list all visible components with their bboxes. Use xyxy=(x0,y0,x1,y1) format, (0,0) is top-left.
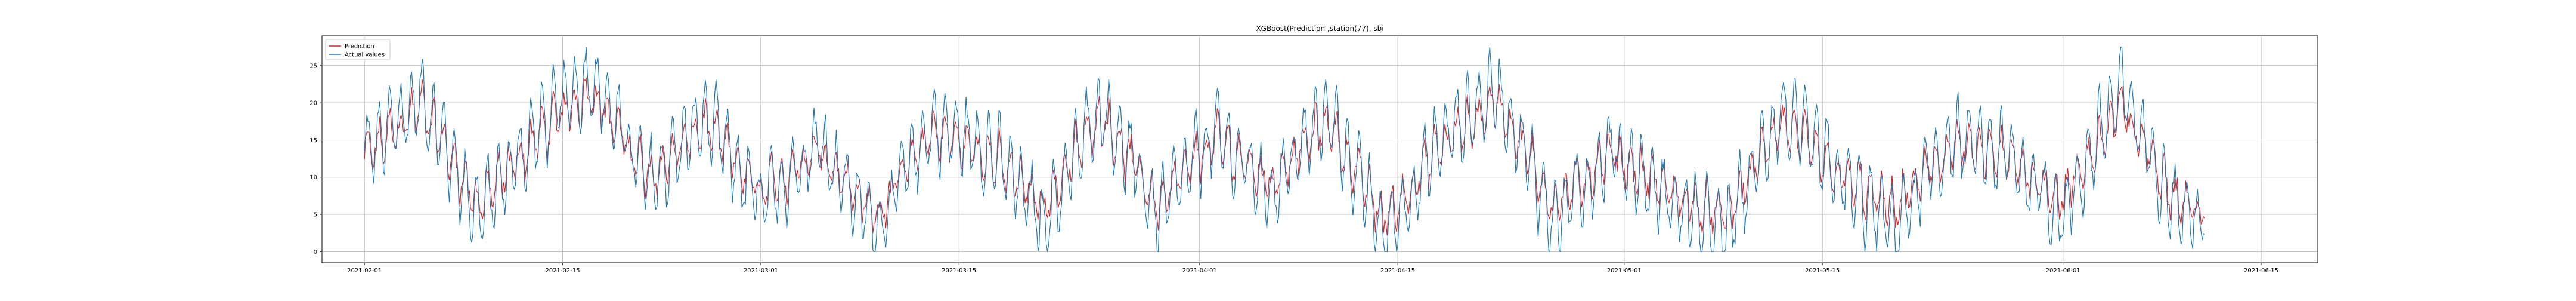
x-axis: 2021-02-01 2021-02-15 2021-03-01 2021-03-15… xyxy=(347,263,2278,274)
x-tick-label: 2021-03-15 xyxy=(942,268,976,274)
x-tick-label: 2021-02-15 xyxy=(545,268,580,274)
legend-label-actual-values: Actual values xyxy=(345,52,385,59)
x-tick-label: 2021-06-15 xyxy=(2244,268,2278,274)
y-tick-label: 25 xyxy=(309,63,317,69)
y-tick-label: 20 xyxy=(309,100,317,107)
grid xyxy=(322,36,2318,263)
y-tick-label: 0 xyxy=(314,249,317,256)
chart-title: XGBoost(Prediction ,station(77), sbi xyxy=(1256,24,1383,33)
series-layer xyxy=(364,47,2205,253)
x-tick-label: 2021-03-01 xyxy=(744,268,778,274)
x-tick-label: 2021-04-01 xyxy=(1182,268,1217,274)
y-tick-label: 15 xyxy=(309,137,317,144)
series-line-prediction xyxy=(364,77,2205,236)
legend-label-prediction: Prediction xyxy=(345,44,374,50)
series-line-actual-values xyxy=(364,47,2205,253)
legend: Prediction Actual values xyxy=(325,39,391,60)
x-tick-label: 2021-02-01 xyxy=(347,268,382,274)
x-tick-label: 2021-04-15 xyxy=(1380,268,1415,274)
x-tick-label: 2021-06-01 xyxy=(2046,268,2080,274)
x-tick-label: 2021-05-01 xyxy=(1607,268,1642,274)
y-tick-label: 5 xyxy=(314,212,317,219)
legend-box xyxy=(325,39,391,60)
y-tick-label: 10 xyxy=(309,174,317,181)
plot-frame xyxy=(321,35,2318,263)
y-axis: 0 5 10 15 20 25 xyxy=(309,63,322,256)
x-tick-label: 2021-05-15 xyxy=(1805,268,1840,274)
